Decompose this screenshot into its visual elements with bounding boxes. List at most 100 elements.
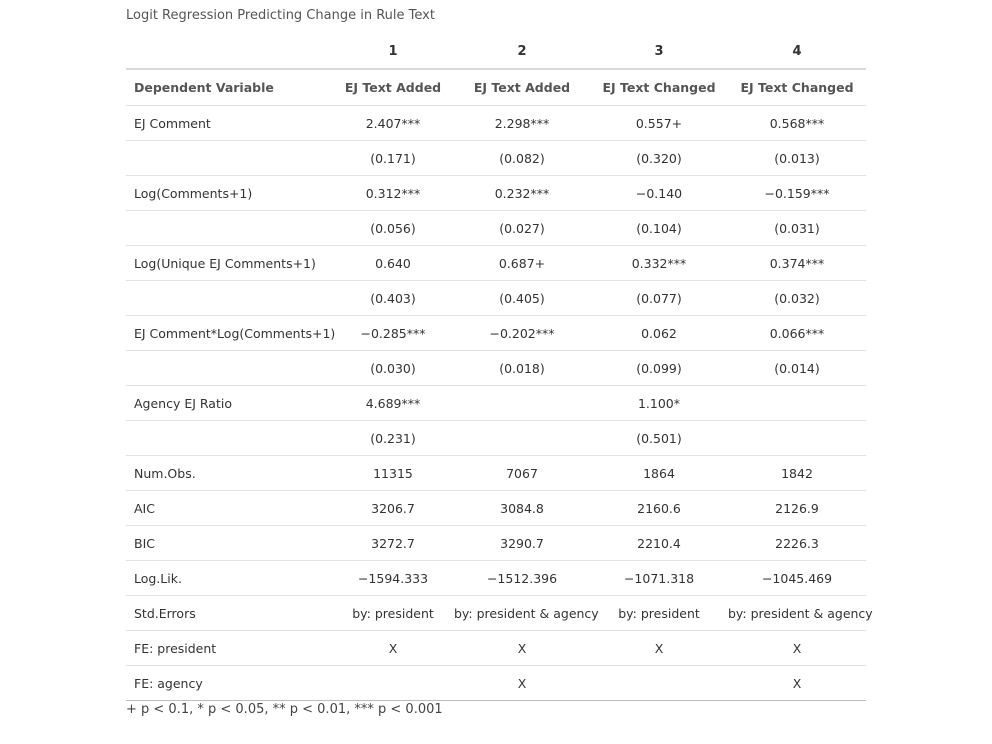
table-cell-model-4: (0.032) bbox=[728, 280, 866, 316]
table-cell-model-1: 11315 bbox=[332, 455, 454, 491]
table-row: AIC 3206.7 3084.8 2160.6 2126.9 bbox=[126, 490, 866, 526]
table-cell-model-1: (0.030) bbox=[332, 350, 454, 386]
row-label: Agency EJ Ratio bbox=[126, 385, 332, 421]
table-cell-model-2: X bbox=[454, 630, 590, 666]
table-cell-model-2: (0.018) bbox=[454, 350, 590, 386]
table-cell-model-2 bbox=[454, 385, 590, 421]
table-row: EJ Comment*Log(Comments+1) −0.285*** −0.20… bbox=[126, 315, 866, 351]
dependent-variable-row: Dependent Variable EJ Text Added EJ Text… bbox=[126, 69, 866, 106]
table-cell-model-3: 0.062 bbox=[590, 315, 728, 351]
dependent-variable-label: Dependent Variable bbox=[126, 69, 332, 106]
table-cell-model-1: by: president bbox=[332, 595, 454, 631]
table-row-std-error: (0.056) (0.027) (0.104) (0.031) bbox=[126, 210, 866, 246]
table-cell-model-2: 0.687+ bbox=[454, 245, 590, 281]
table-row: Agency EJ Ratio 4.689*** 1.100* bbox=[126, 385, 866, 421]
table-cell-model-2: 3290.7 bbox=[454, 525, 590, 561]
model-number-stub bbox=[126, 34, 332, 70]
table-cell-model-2: (0.405) bbox=[454, 280, 590, 316]
table-cell-model-1: (0.403) bbox=[332, 280, 454, 316]
table-row: Log.Lik. −1594.333 −1512.396 −1071.318 −1045… bbox=[126, 560, 866, 596]
table-body: EJ Comment 2.407*** 2.298*** 0.557+ 0.568***… bbox=[126, 105, 873, 701]
model-number-row: 1 2 3 4 bbox=[126, 34, 866, 70]
table-row: FE: agency X X bbox=[126, 665, 866, 701]
row-label: BIC bbox=[126, 525, 332, 561]
table-cell-model-4: (0.014) bbox=[728, 350, 866, 386]
table-cell-model-4: (0.013) bbox=[728, 140, 866, 176]
table-cell-model-4: 0.568*** bbox=[728, 105, 866, 141]
table-cell-model-4 bbox=[728, 385, 866, 421]
table-cell-model-3: 2160.6 bbox=[590, 490, 728, 526]
table-cell-model-3: 1864 bbox=[590, 455, 728, 491]
model-number-3: 3 bbox=[590, 34, 728, 70]
table-cell-model-2: 3084.8 bbox=[454, 490, 590, 526]
table-row: Log(Unique EJ Comments+1) 0.640 0.687+ 0.33… bbox=[126, 245, 866, 281]
row-label: EJ Comment bbox=[126, 105, 332, 141]
table-cell-model-4: (0.031) bbox=[728, 210, 866, 246]
row-label: Log(Unique EJ Comments+1) bbox=[126, 245, 332, 281]
table-cell-model-4 bbox=[728, 420, 866, 456]
table-cell-model-3: (0.501) bbox=[590, 420, 728, 456]
table-cell-model-2: 0.232*** bbox=[454, 175, 590, 211]
table-cell-model-4: −1045.469 bbox=[728, 560, 866, 596]
table-cell-model-3: −0.140 bbox=[590, 175, 728, 211]
row-label bbox=[126, 210, 332, 246]
table-cell-model-4: 1842 bbox=[728, 455, 866, 491]
row-label bbox=[126, 140, 332, 176]
table-row: BIC 3272.7 3290.7 2210.4 2226.3 bbox=[126, 525, 866, 561]
table-row: Num.Obs. 11315 7067 1864 1842 bbox=[126, 455, 866, 491]
table-row: Log(Comments+1) 0.312*** 0.232*** −0.140 −0.… bbox=[126, 175, 866, 211]
table-cell-model-1: 0.640 bbox=[332, 245, 454, 281]
table-cell-model-2: −0.202*** bbox=[454, 315, 590, 351]
table-row: Std.Errors by: president by: president & a… bbox=[126, 595, 873, 631]
row-label: Num.Obs. bbox=[126, 455, 332, 491]
table-header: 1 2 3 4 Dependent Variable EJ Text Added… bbox=[126, 34, 866, 106]
table-cell-model-2: −1512.396 bbox=[454, 560, 590, 596]
table-cell-model-1: (0.231) bbox=[332, 420, 454, 456]
table-cell-model-3: (0.104) bbox=[590, 210, 728, 246]
table-cell-model-1: 3206.7 bbox=[332, 490, 454, 526]
table-cell-model-4: X bbox=[728, 665, 866, 701]
dependent-variable-2: EJ Text Added bbox=[454, 69, 590, 106]
model-number-1: 1 bbox=[332, 34, 454, 70]
model-number-4: 4 bbox=[728, 34, 866, 70]
table-cell-model-4: 2226.3 bbox=[728, 525, 866, 561]
table-cell-model-3: 1.100* bbox=[590, 385, 728, 421]
table-cell-model-1: −0.285*** bbox=[332, 315, 454, 351]
table-cell-model-4: −0.159*** bbox=[728, 175, 866, 211]
row-label bbox=[126, 350, 332, 386]
table-cell-model-1: −1594.333 bbox=[332, 560, 454, 596]
table-cell-model-1: 3272.7 bbox=[332, 525, 454, 561]
row-label: FE: president bbox=[126, 630, 332, 666]
table-cell-model-3: (0.320) bbox=[590, 140, 728, 176]
table-row-std-error: (0.030) (0.018) (0.099) (0.014) bbox=[126, 350, 866, 386]
table-cell-model-2: (0.082) bbox=[454, 140, 590, 176]
table-cell-model-3: (0.077) bbox=[590, 280, 728, 316]
table-cell-model-1 bbox=[332, 665, 454, 701]
table-cell-model-1: 4.689*** bbox=[332, 385, 454, 421]
table-cell-model-1: X bbox=[332, 630, 454, 666]
table-row: FE: president X X X X bbox=[126, 630, 866, 666]
significance-footnote: + p < 0.1, * p < 0.05, ** p < 0.01, *** … bbox=[126, 702, 443, 717]
table-cell-model-3: 2210.4 bbox=[590, 525, 728, 561]
table-cell-model-2 bbox=[454, 420, 590, 456]
row-label: Std.Errors bbox=[126, 595, 332, 631]
dependent-variable-3: EJ Text Changed bbox=[590, 69, 728, 106]
table-cell-model-2: X bbox=[454, 665, 590, 701]
table-cell-model-3: 0.332*** bbox=[590, 245, 728, 281]
table-cell-model-4: 0.374*** bbox=[728, 245, 866, 281]
table-cell-model-2: 7067 bbox=[454, 455, 590, 491]
model-number-2: 2 bbox=[454, 34, 590, 70]
row-label: AIC bbox=[126, 490, 332, 526]
table-cell-model-1: 2.407*** bbox=[332, 105, 454, 141]
table-cell-model-4: 2126.9 bbox=[728, 490, 866, 526]
row-label: Log(Comments+1) bbox=[126, 175, 332, 211]
table-row-std-error: (0.171) (0.082) (0.320) (0.013) bbox=[126, 140, 866, 176]
table-cell-model-3: 0.557+ bbox=[590, 105, 728, 141]
row-label bbox=[126, 280, 332, 316]
dependent-variable-1: EJ Text Added bbox=[332, 69, 454, 106]
table-cell-model-4: 0.066*** bbox=[728, 315, 866, 351]
table-row-std-error: (0.403) (0.405) (0.077) (0.032) bbox=[126, 280, 866, 316]
table-row: EJ Comment 2.407*** 2.298*** 0.557+ 0.568*** bbox=[126, 105, 866, 141]
table-cell-model-2: 2.298*** bbox=[454, 105, 590, 141]
dependent-variable-4: EJ Text Changed bbox=[728, 69, 866, 106]
